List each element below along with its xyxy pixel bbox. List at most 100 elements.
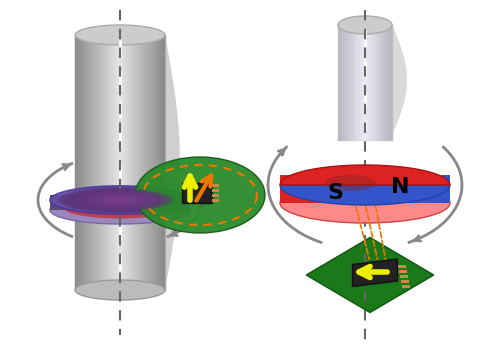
- Bar: [108, 35, 111, 290]
- Bar: [212, 183, 219, 186]
- Bar: [141, 35, 144, 290]
- Bar: [370, 25, 372, 140]
- Ellipse shape: [324, 175, 376, 191]
- Text: S: S: [327, 183, 343, 203]
- Bar: [374, 25, 377, 140]
- Bar: [135, 35, 138, 290]
- Ellipse shape: [100, 195, 140, 205]
- Ellipse shape: [280, 183, 450, 223]
- Bar: [402, 284, 410, 288]
- Bar: [400, 274, 408, 277]
- Bar: [388, 25, 390, 140]
- Bar: [364, 25, 366, 140]
- Bar: [114, 35, 117, 290]
- Bar: [90, 35, 93, 290]
- Bar: [144, 35, 147, 290]
- Ellipse shape: [75, 25, 165, 45]
- Bar: [117, 35, 120, 290]
- Ellipse shape: [86, 192, 154, 208]
- Bar: [340, 25, 342, 140]
- Text: N: N: [391, 177, 409, 197]
- Ellipse shape: [135, 157, 265, 233]
- Ellipse shape: [91, 193, 149, 207]
- Bar: [212, 193, 219, 197]
- Polygon shape: [280, 165, 450, 185]
- Bar: [358, 25, 360, 140]
- Bar: [96, 35, 99, 290]
- Ellipse shape: [64, 198, 176, 219]
- Bar: [93, 35, 96, 290]
- Bar: [368, 25, 370, 140]
- Ellipse shape: [96, 194, 144, 206]
- Bar: [111, 35, 114, 290]
- Bar: [84, 35, 87, 290]
- Bar: [398, 264, 406, 267]
- Ellipse shape: [50, 186, 190, 214]
- Bar: [362, 25, 364, 140]
- Ellipse shape: [50, 196, 190, 224]
- Bar: [162, 35, 165, 290]
- Polygon shape: [306, 237, 434, 312]
- Bar: [360, 25, 362, 140]
- Polygon shape: [165, 35, 180, 290]
- Ellipse shape: [63, 188, 177, 212]
- Bar: [338, 25, 340, 140]
- Bar: [105, 35, 108, 290]
- Bar: [390, 25, 392, 140]
- Ellipse shape: [105, 196, 135, 204]
- Bar: [401, 280, 409, 282]
- Bar: [356, 25, 358, 140]
- Ellipse shape: [58, 187, 182, 213]
- Bar: [377, 25, 379, 140]
- Bar: [366, 25, 368, 140]
- Bar: [381, 25, 384, 140]
- Bar: [153, 35, 156, 290]
- Polygon shape: [392, 25, 407, 135]
- Bar: [351, 25, 353, 140]
- Bar: [372, 25, 374, 140]
- Bar: [156, 35, 159, 290]
- Bar: [344, 25, 346, 140]
- Bar: [379, 25, 381, 140]
- Bar: [280, 175, 365, 203]
- Polygon shape: [280, 185, 450, 205]
- Bar: [384, 25, 386, 140]
- Bar: [126, 35, 129, 290]
- Bar: [349, 25, 351, 140]
- Bar: [386, 25, 388, 140]
- Bar: [147, 35, 150, 290]
- Bar: [120, 35, 123, 290]
- Bar: [75, 35, 78, 290]
- Bar: [150, 35, 153, 290]
- Bar: [212, 199, 219, 201]
- Bar: [182, 183, 212, 203]
- Bar: [123, 35, 126, 290]
- Polygon shape: [352, 259, 398, 286]
- Bar: [353, 25, 356, 140]
- Ellipse shape: [110, 197, 130, 203]
- Bar: [99, 35, 102, 290]
- Ellipse shape: [77, 191, 163, 209]
- Ellipse shape: [338, 16, 392, 34]
- Bar: [50, 195, 190, 210]
- Bar: [398, 270, 406, 273]
- Bar: [346, 25, 349, 140]
- Bar: [365, 175, 450, 203]
- Bar: [81, 35, 84, 290]
- Bar: [342, 25, 344, 140]
- Ellipse shape: [82, 192, 158, 209]
- Ellipse shape: [68, 189, 172, 211]
- Bar: [132, 35, 135, 290]
- Ellipse shape: [75, 280, 165, 300]
- Bar: [129, 35, 132, 290]
- Bar: [159, 35, 162, 290]
- Bar: [102, 35, 105, 290]
- Ellipse shape: [114, 198, 126, 202]
- Ellipse shape: [54, 186, 186, 214]
- Bar: [138, 35, 141, 290]
- Ellipse shape: [49, 185, 191, 215]
- Bar: [78, 35, 81, 290]
- Ellipse shape: [72, 190, 168, 210]
- Bar: [212, 189, 219, 191]
- Bar: [87, 35, 90, 290]
